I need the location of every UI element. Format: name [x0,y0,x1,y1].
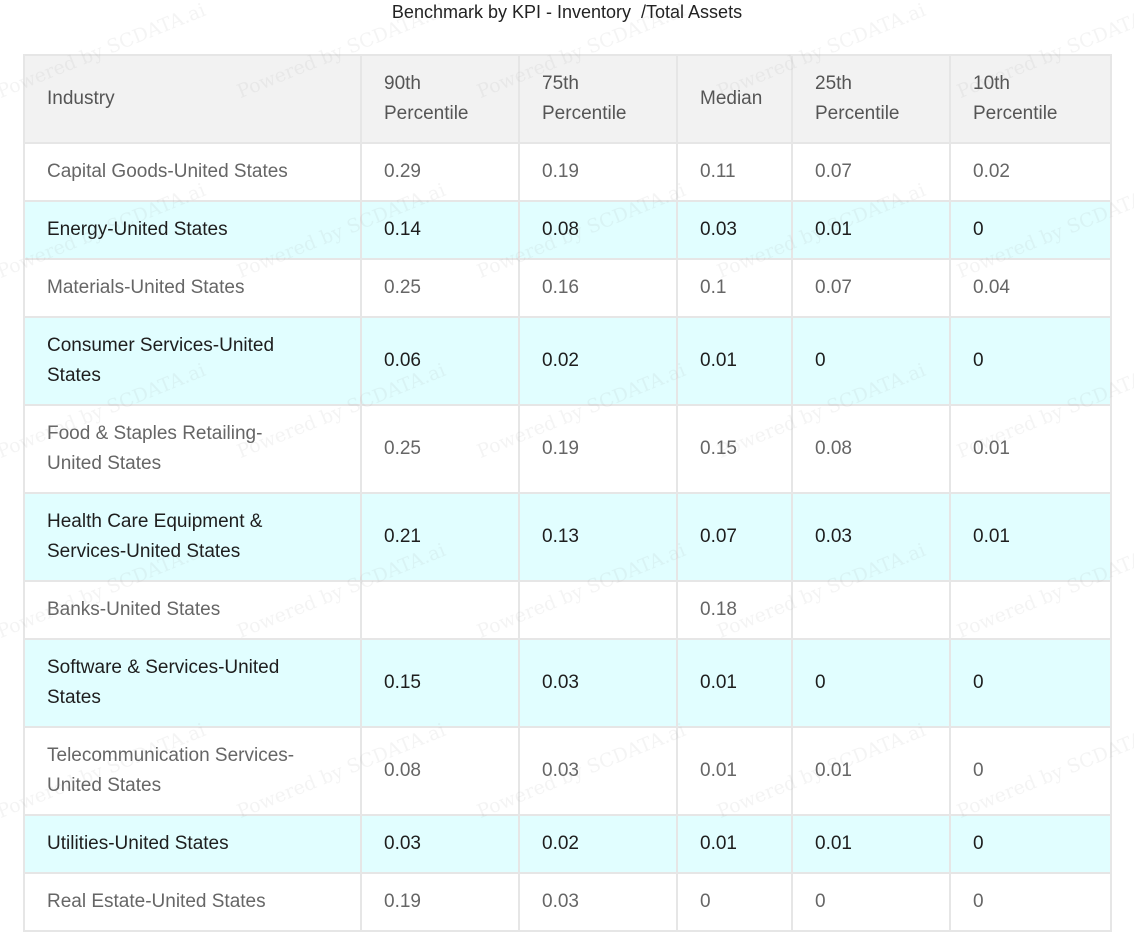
cell-median: 0.18 [676,580,793,640]
cell-industry: Utilities-United States [23,814,362,874]
cell-75th-percentile: 0.03 [518,638,678,728]
cell-median: 0.15 [676,404,793,494]
cell-75th-percentile: 0.19 [518,404,678,494]
cell-90th-percentile: 0.03 [360,814,520,874]
cell-median: 0.1 [676,258,793,318]
cell-10th-percentile: 0 [949,726,1112,816]
table-row: Utilities-United States 0.03 0.02 0.01 0.01 0 [23,814,1112,874]
cell-75th-percentile: 0.08 [518,200,678,260]
table-row: Real Estate-United States 0.19 0.03 0 0 0 [23,872,1112,932]
cell-10th-percentile: 0.01 [949,492,1112,582]
cell-10th-percentile: 0.02 [949,142,1112,202]
cell-industry: Consumer Services-United States [23,316,362,406]
cell-90th-percentile: 0.06 [360,316,520,406]
cell-industry: Energy-United States [23,200,362,260]
cell-median: 0.01 [676,814,793,874]
cell-10th-percentile [949,580,1112,640]
cell-median: 0.03 [676,200,793,260]
table-row: Consumer Services-United States 0.06 0.02 0.… [23,316,1112,406]
cell-90th-percentile: 0.19 [360,872,520,932]
cell-10th-percentile: 0 [949,316,1112,406]
cell-25th-percentile: 0.01 [791,726,951,816]
table-header-row: Industry 90th Percentile 75th Percentile M… [23,54,1112,144]
header-industry: Industry [23,54,362,144]
cell-90th-percentile: 0.25 [360,258,520,318]
header-75th-percentile: 75th Percentile [518,54,678,144]
table-row: Banks-United States 0.18 [23,580,1112,640]
cell-industry: Software & Services-United States [23,638,362,728]
cell-25th-percentile: 0.07 [791,142,951,202]
table-body: Capital Goods-United States 0.29 0.19 0.11 0… [23,142,1112,932]
cell-75th-percentile: 0.02 [518,814,678,874]
cell-75th-percentile [518,580,678,640]
cell-industry: Telecommunication Services- United States [23,726,362,816]
table-row: Energy-United States 0.14 0.08 0.03 0.01 0 [23,200,1112,260]
cell-25th-percentile: 0.08 [791,404,951,494]
header-median: Median [676,54,793,144]
cell-median: 0.01 [676,638,793,728]
chart-title: Benchmark by KPI - Inventory /Total Asse… [391,2,743,22]
table-row: Materials-United States 0.25 0.16 0.1 0.07 0.… [23,258,1112,318]
cell-25th-percentile: 0.03 [791,492,951,582]
table-row: Capital Goods-United States 0.29 0.19 0.11 0… [23,142,1112,202]
header-10th-percentile: 10th Percentile [949,54,1112,144]
cell-10th-percentile: 0 [949,200,1112,260]
cell-90th-percentile: 0.29 [360,142,520,202]
cell-90th-percentile: 0.15 [360,638,520,728]
table-row: Health Care Equipment & Services-United S… [23,492,1112,582]
cell-10th-percentile: 0 [949,638,1112,728]
table-row: Software & Services-United States 0.15 0.03… [23,638,1112,728]
cell-75th-percentile: 0.03 [518,872,678,932]
cell-median: 0.01 [676,726,793,816]
cell-median: 0.07 [676,492,793,582]
cell-75th-percentile: 0.13 [518,492,678,582]
header-25th-percentile: 25th Percentile [791,54,951,144]
cell-25th-percentile: 0 [791,872,951,932]
cell-median: 0.01 [676,316,793,406]
cell-10th-percentile: 0 [949,872,1112,932]
cell-90th-percentile: 0.25 [360,404,520,494]
cell-10th-percentile: 0 [949,814,1112,874]
cell-25th-percentile [791,580,951,640]
cell-25th-percentile: 0.07 [791,258,951,318]
cell-industry: Food & Staples Retailing- United States [23,404,362,494]
cell-median: 0 [676,872,793,932]
cell-90th-percentile: 0.08 [360,726,520,816]
cell-90th-percentile: 0.21 [360,492,520,582]
cell-industry: Banks-United States [23,580,362,640]
cell-10th-percentile: 0.01 [949,404,1112,494]
cell-industry: Capital Goods-United States [23,142,362,202]
cell-25th-percentile: 0 [791,316,951,406]
cell-25th-percentile: 0 [791,638,951,728]
cell-75th-percentile: 0.19 [518,142,678,202]
cell-industry: Health Care Equipment & Services-United S… [23,492,362,582]
cell-industry: Real Estate-United States [23,872,362,932]
cell-90th-percentile: 0.14 [360,200,520,260]
table-row: Food & Staples Retailing- United States 0.… [23,404,1112,494]
cell-25th-percentile: 0.01 [791,200,951,260]
cell-industry: Materials-United States [23,258,362,318]
cell-25th-percentile: 0.01 [791,814,951,874]
cell-75th-percentile: 0.02 [518,316,678,406]
cell-75th-percentile: 0.03 [518,726,678,816]
header-90th-percentile: 90th Percentile [360,54,520,144]
table-row: Telecommunication Services- United States… [23,726,1112,816]
cell-90th-percentile [360,580,520,640]
cell-median: 0.11 [676,142,793,202]
benchmark-table: Industry 90th Percentile 75th Percentile M… [23,54,1112,932]
cell-10th-percentile: 0.04 [949,258,1112,318]
cell-75th-percentile: 0.16 [518,258,678,318]
